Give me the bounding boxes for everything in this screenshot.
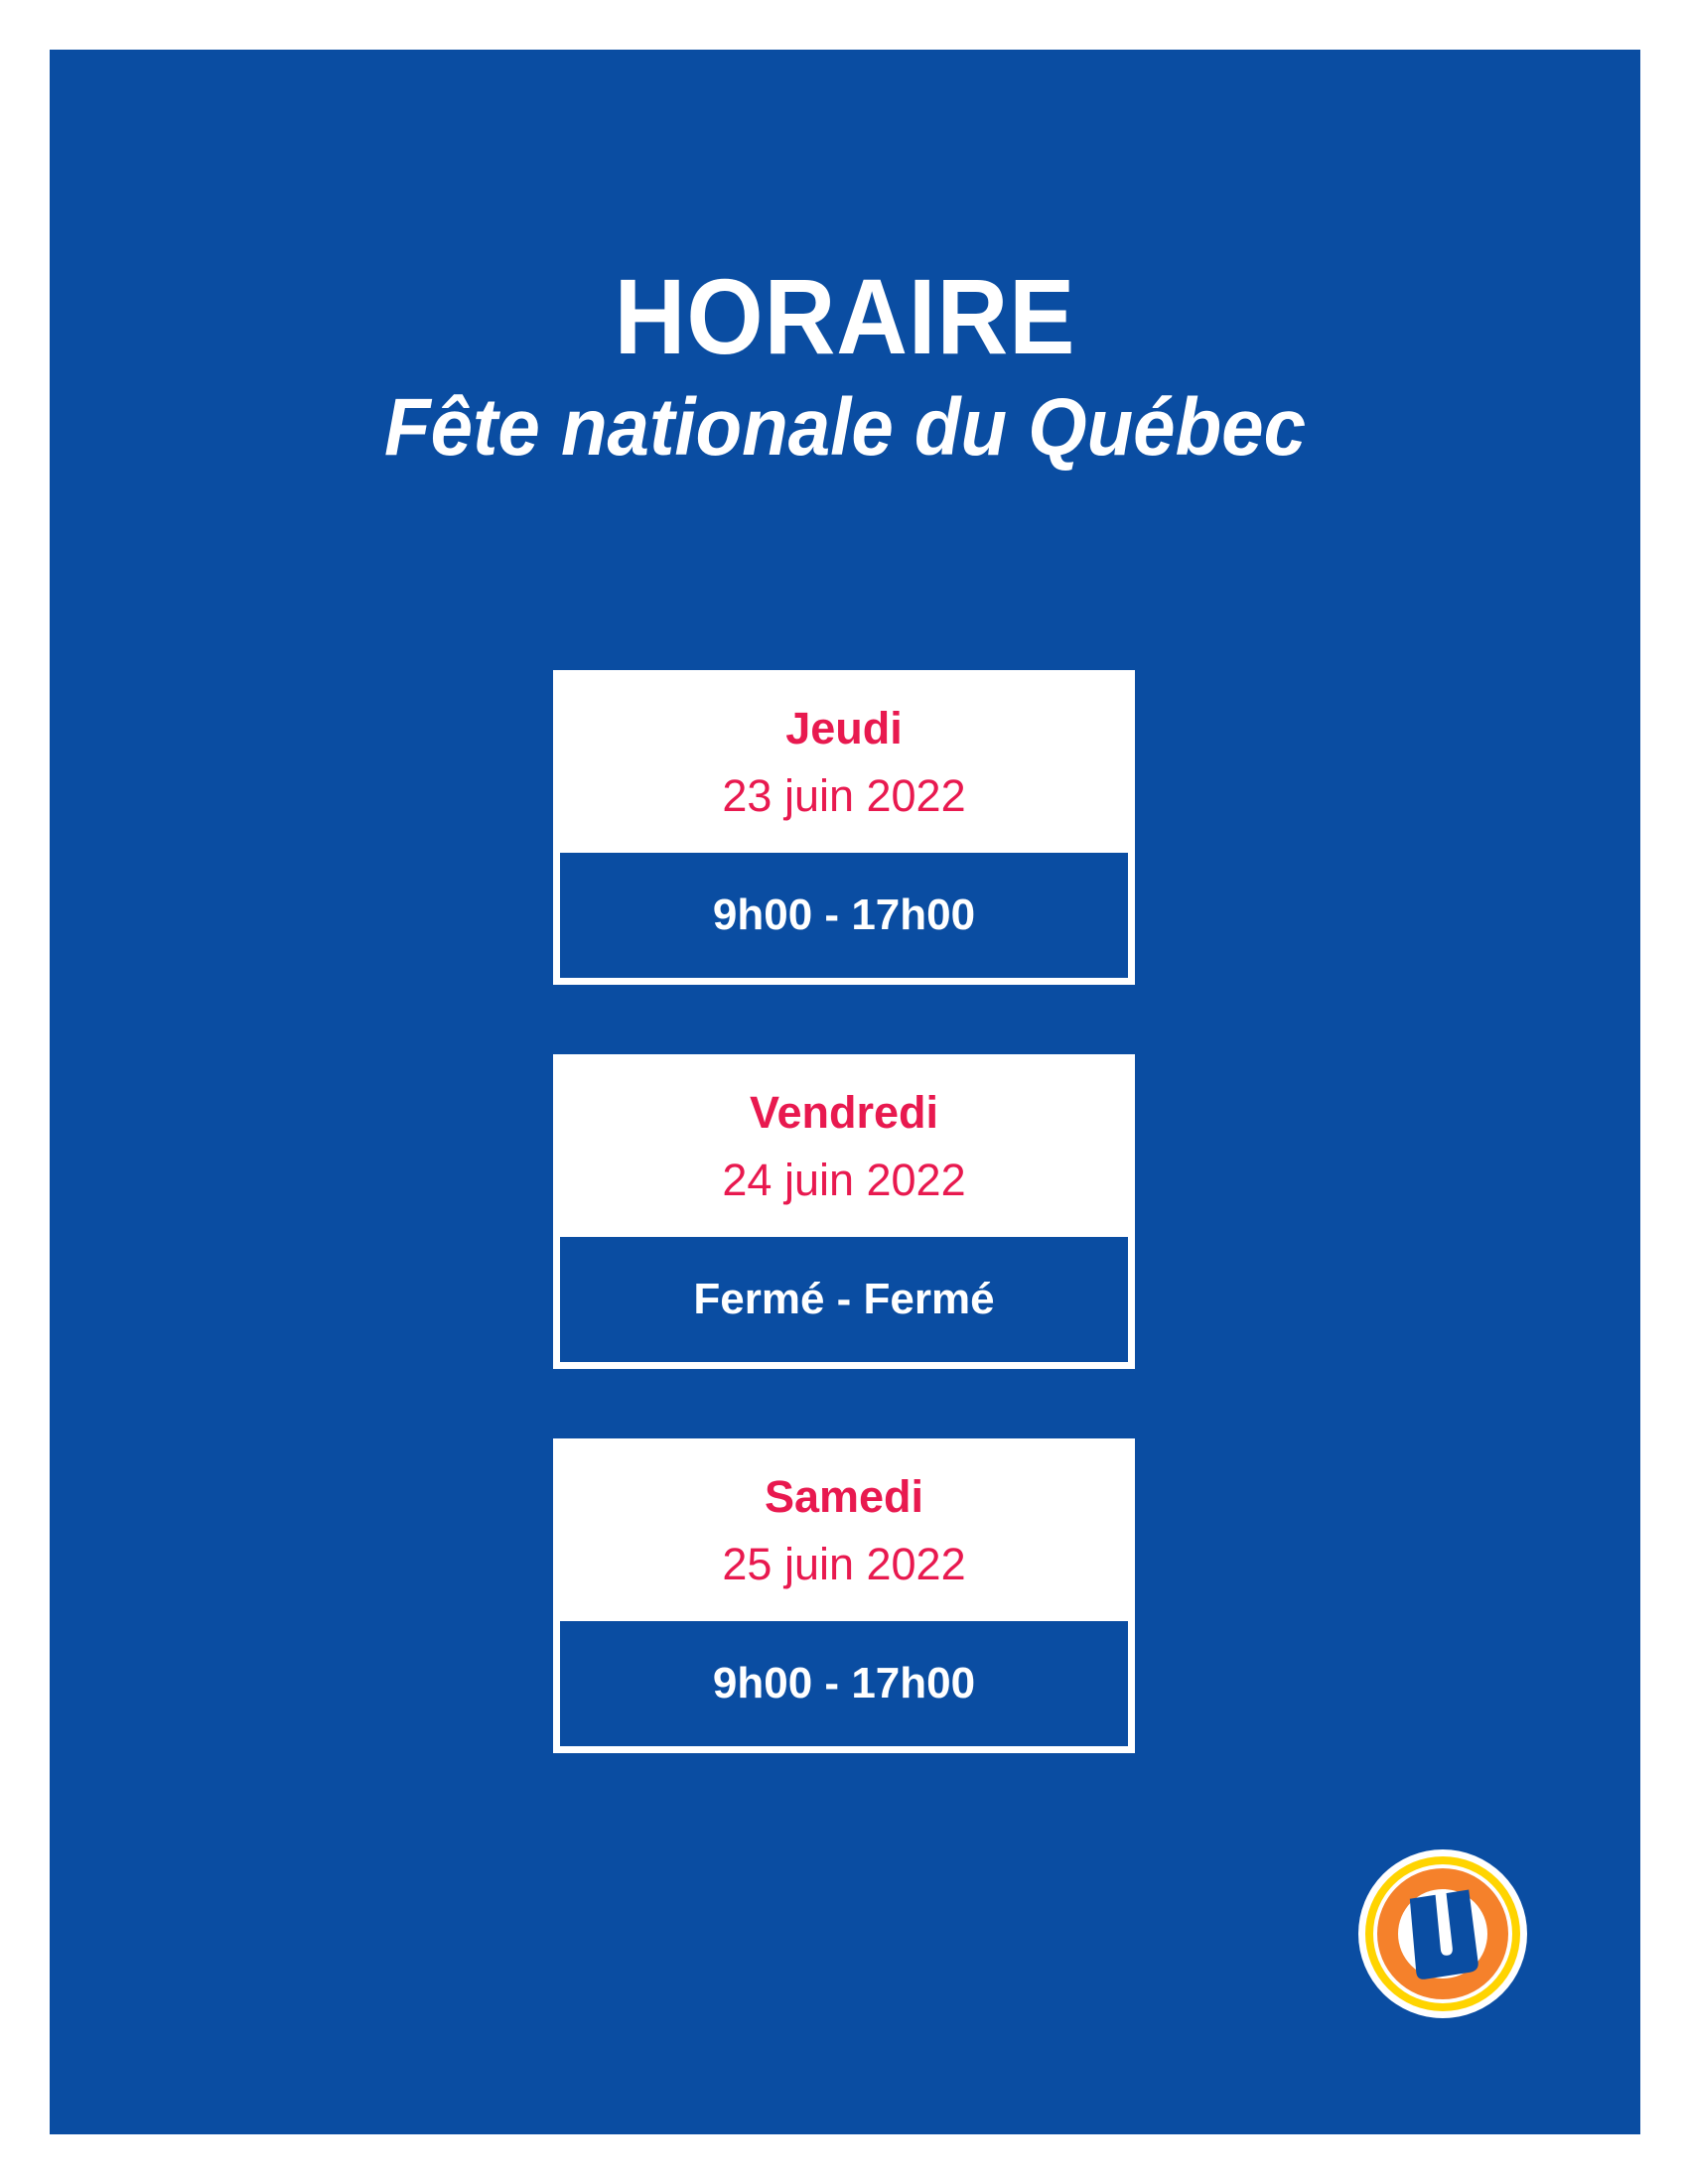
- schedule-poster: HORAIRE Fête nationale du Québec Jeudi 2…: [50, 50, 1640, 2134]
- page-subtitle: Fête nationale du Québec: [383, 382, 1306, 473]
- schedule-card-header: Samedi 25 juin 2022: [553, 1438, 1135, 1621]
- schedule-card: Vendredi 24 juin 2022 Fermé - Fermé: [553, 1053, 1135, 1369]
- schedule-day-label: Jeudi: [785, 703, 903, 753]
- schedule-card: Samedi 25 juin 2022 9h00 - 17h00: [553, 1437, 1135, 1753]
- schedule-hours-frame: 9h00 - 17h00: [553, 1620, 1135, 1753]
- schedule-hours-label: 9h00 - 17h00: [560, 852, 1128, 978]
- schedule-card-list: Jeudi 23 juin 2022 9h00 - 17h00 Vendredi…: [553, 670, 1139, 1753]
- uniprix-logo: [1355, 1846, 1530, 2021]
- schedule-hours-label: 9h00 - 17h00: [560, 1620, 1128, 1746]
- schedule-card-header: Vendredi 24 juin 2022: [553, 1054, 1135, 1237]
- schedule-card: Jeudi 23 juin 2022 9h00 - 17h00: [553, 670, 1135, 985]
- schedule-day-label: Samedi: [764, 1470, 924, 1522]
- schedule-day-label: Vendredi: [749, 1086, 939, 1138]
- page-title: HORAIRE: [614, 256, 1076, 376]
- schedule-hours-frame: Fermé - Fermé: [553, 1236, 1135, 1369]
- schedule-hours-frame: 9h00 - 17h00: [553, 852, 1135, 985]
- uniprix-logo-icon: [1358, 1849, 1527, 2018]
- schedule-hours-label: Fermé - Fermé: [560, 1236, 1128, 1362]
- schedule-card-header: Jeudi 23 juin 2022: [553, 670, 1135, 853]
- schedule-date-label: 24 juin 2022: [722, 1154, 966, 1205]
- schedule-date-label: 23 juin 2022: [722, 770, 966, 822]
- schedule-date-label: 25 juin 2022: [722, 1538, 966, 1589]
